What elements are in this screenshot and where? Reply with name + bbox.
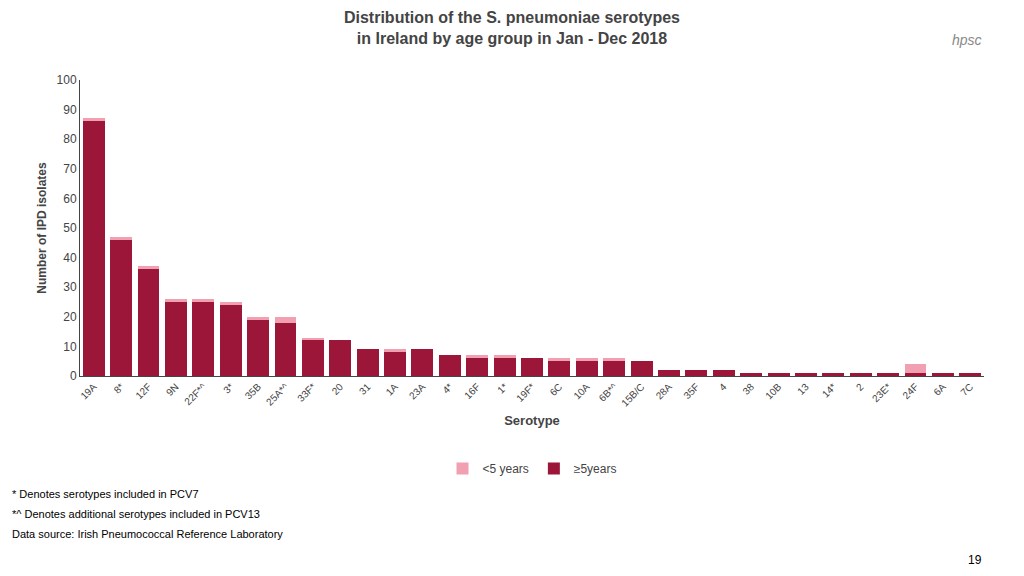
svg-text:60: 60 <box>63 192 77 206</box>
svg-text:19A: 19A <box>78 381 99 402</box>
svg-text:80: 80 <box>63 132 77 146</box>
svg-text:<5 years: <5 years <box>483 462 529 476</box>
svg-text:23E*: 23E* <box>870 381 893 404</box>
svg-text:6A: 6A <box>931 381 948 398</box>
svg-text:31: 31 <box>357 381 373 397</box>
svg-text:0: 0 <box>70 369 77 383</box>
svg-text:100: 100 <box>57 73 77 87</box>
svg-text:3*: 3* <box>221 381 236 396</box>
svg-text:2: 2 <box>854 381 866 393</box>
svg-text:90: 90 <box>63 103 77 117</box>
svg-text:Serotype: Serotype <box>504 413 560 428</box>
svg-text:14*: 14* <box>820 381 838 399</box>
svg-text:22F*^: 22F*^ <box>182 381 208 407</box>
svg-text:25A*^: 25A*^ <box>264 381 291 408</box>
svg-text:10: 10 <box>63 340 77 354</box>
svg-text:30: 30 <box>63 280 77 294</box>
svg-text:7C: 7C <box>958 381 975 398</box>
svg-text:20: 20 <box>63 310 77 324</box>
svg-text:9N: 9N <box>164 381 181 398</box>
svg-text:23A: 23A <box>407 381 428 402</box>
svg-text:19: 19 <box>968 553 982 567</box>
svg-text:6C: 6C <box>548 381 565 398</box>
svg-text:24F: 24F <box>901 381 921 401</box>
svg-text:15B/C: 15B/C <box>619 381 646 408</box>
svg-text:33F*: 33F* <box>295 381 318 404</box>
svg-text:40: 40 <box>63 251 77 265</box>
svg-text:10B: 10B <box>763 381 784 402</box>
svg-text:8*: 8* <box>112 381 127 396</box>
svg-text:4*: 4* <box>440 381 455 396</box>
svg-text:* Denotes serotypes included i: * Denotes serotypes included in PCV7 <box>12 488 199 500</box>
svg-text:4: 4 <box>717 381 729 393</box>
svg-text:1A: 1A <box>384 381 401 398</box>
svg-text:16F: 16F <box>462 381 482 401</box>
svg-text:50: 50 <box>63 221 77 235</box>
svg-text:Distribution of the S. pneumon: Distribution of the S. pneumoniae seroty… <box>344 9 680 47</box>
svg-text:≥5years: ≥5years <box>574 462 617 476</box>
svg-text:Number of IPD isolates: Number of IPD isolates <box>35 162 49 294</box>
svg-text:12F: 12F <box>133 381 153 401</box>
svg-text:70: 70 <box>63 162 77 176</box>
svg-text:20: 20 <box>330 381 346 397</box>
svg-text:hpsc: hpsc <box>952 32 982 48</box>
svg-text:10A: 10A <box>571 381 592 402</box>
svg-text:35B: 35B <box>243 381 264 402</box>
svg-text:35F: 35F <box>681 381 701 401</box>
svg-text:Data source: Irish Pneumococca: Data source: Irish Pneumococcal Referenc… <box>12 528 283 540</box>
svg-text:19F*: 19F* <box>514 381 537 404</box>
svg-text:13: 13 <box>795 381 811 397</box>
svg-text:6B*^: 6B*^ <box>597 381 620 404</box>
svg-text:28A: 28A <box>654 381 675 402</box>
svg-text:1*: 1* <box>495 381 510 396</box>
svg-text:*^ Denotes additional serotype: *^ Denotes additional serotypes included… <box>12 508 260 520</box>
svg-text:38: 38 <box>740 381 756 397</box>
